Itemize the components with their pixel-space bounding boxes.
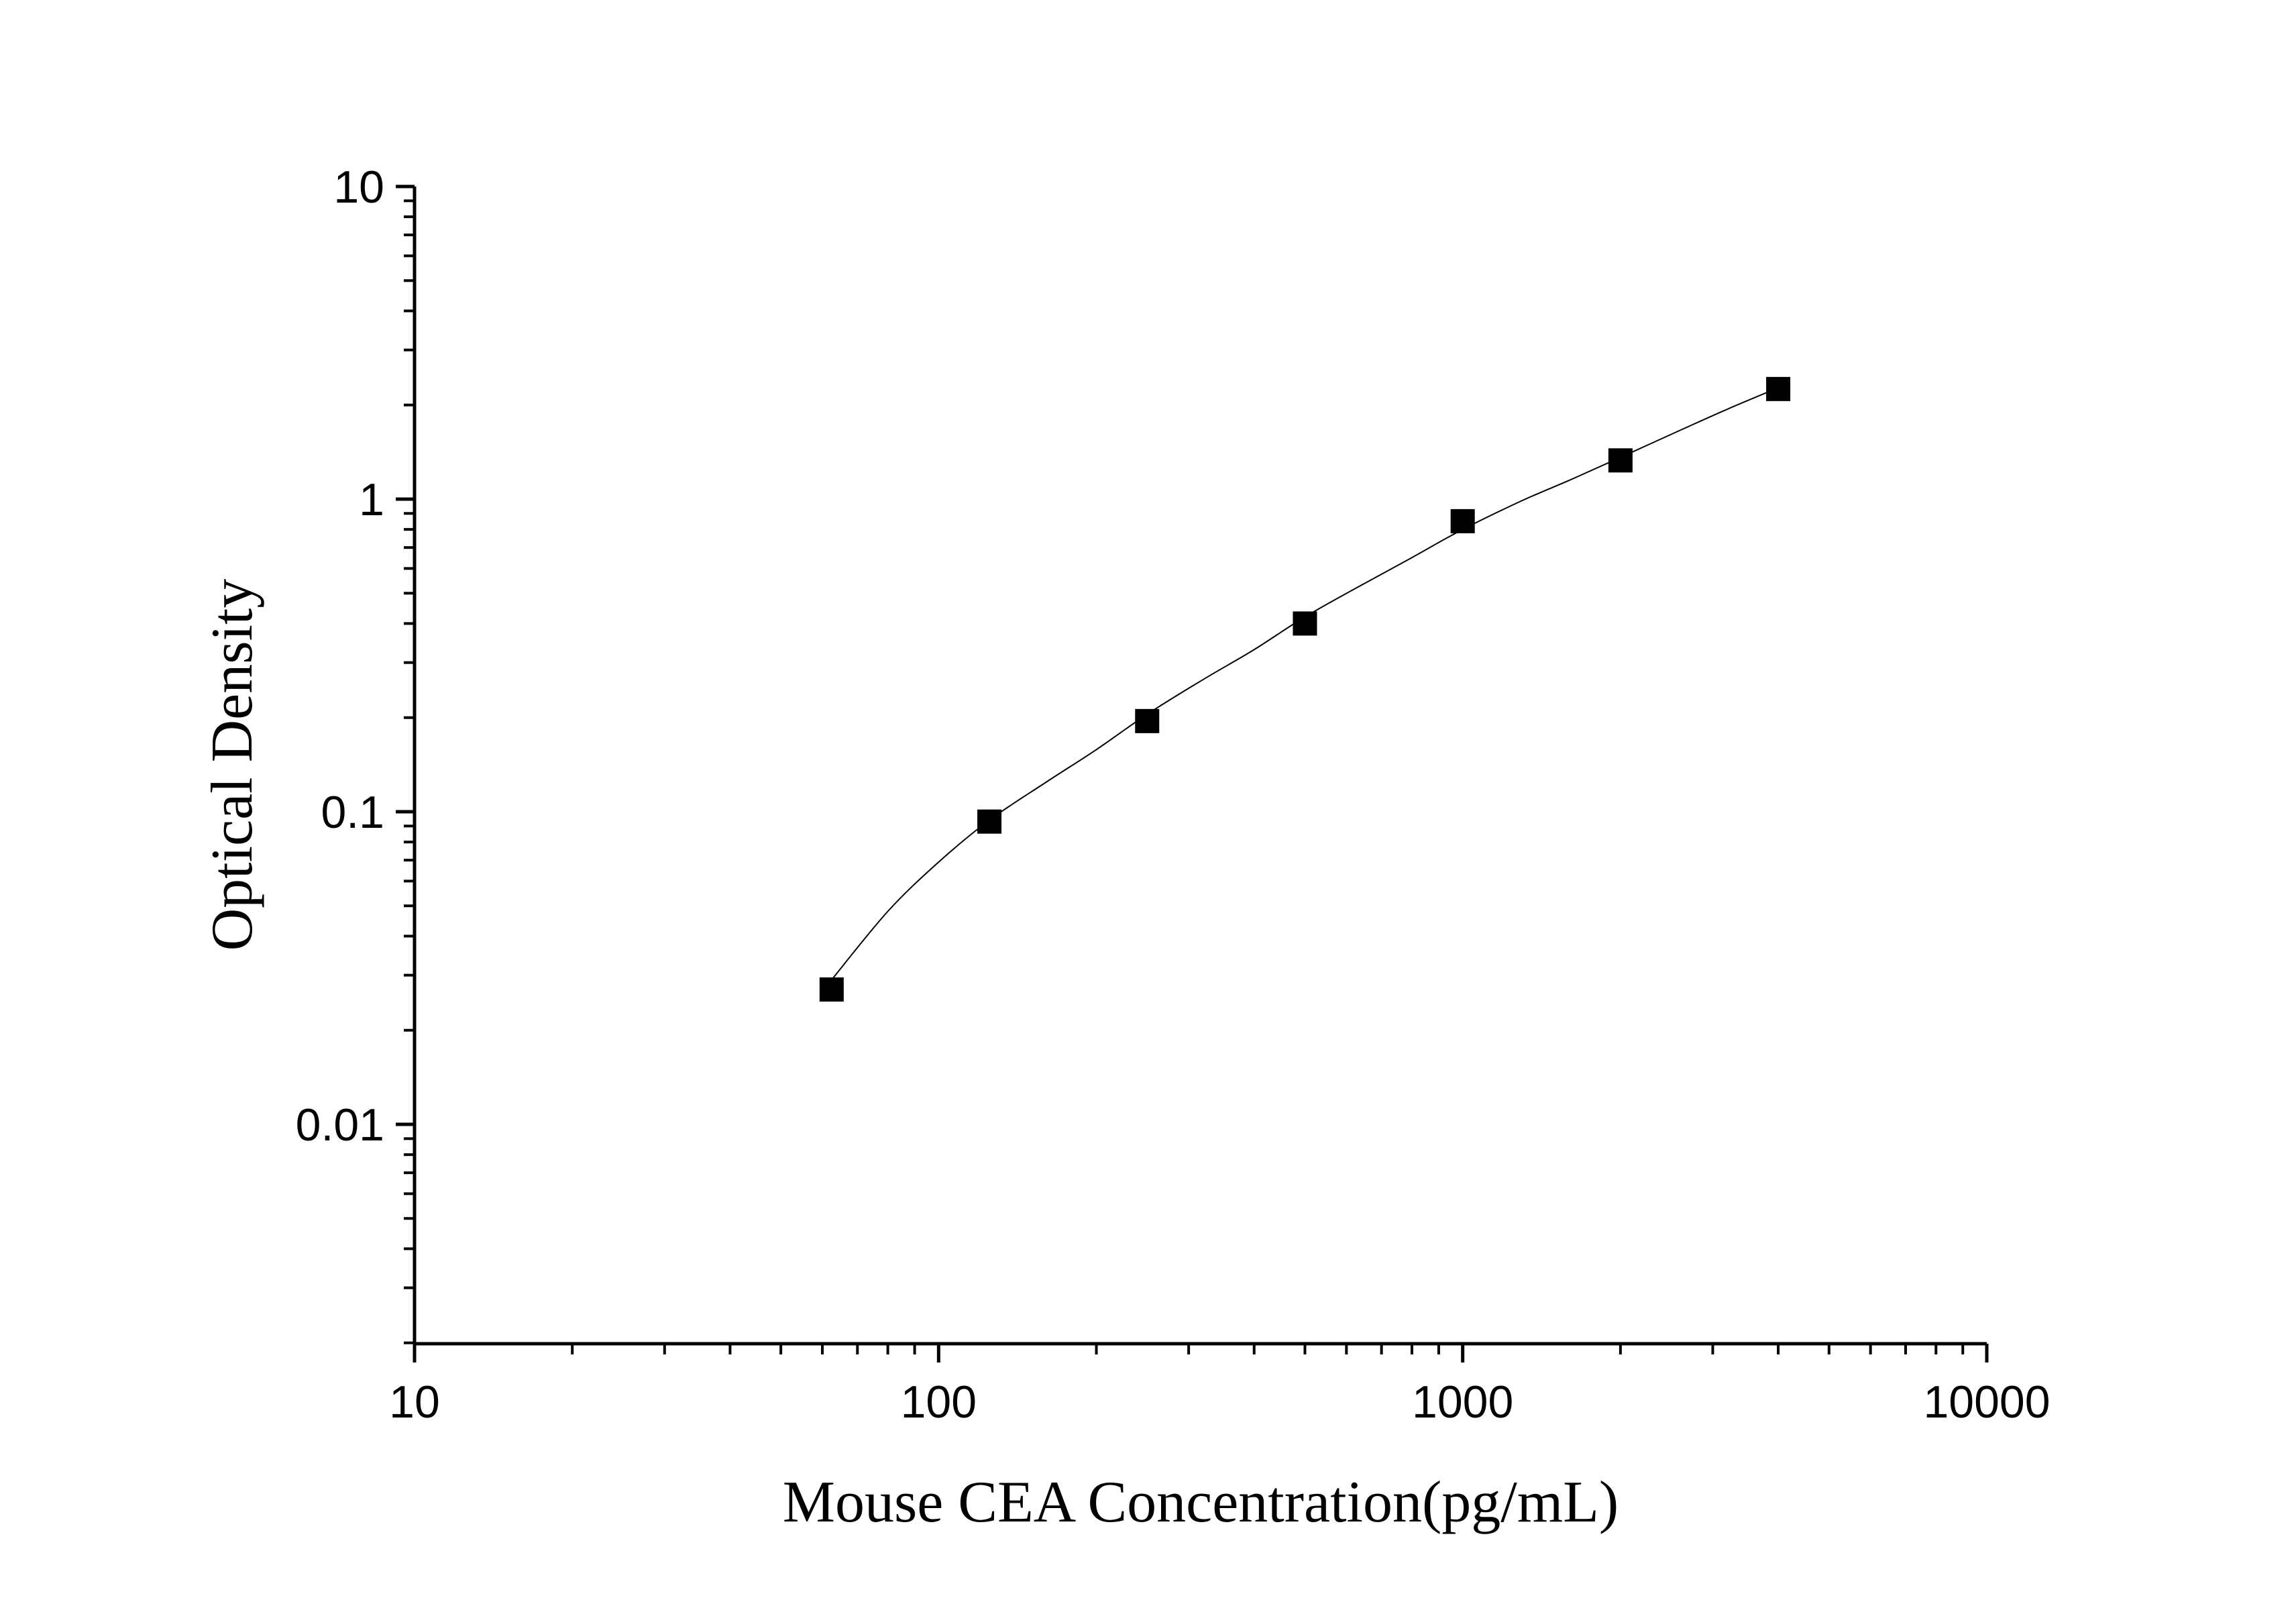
y-tick-label: 10 [333,162,384,213]
data-point [977,809,1002,834]
x-tick-label: 10000 [1923,1377,2050,1428]
data-point [1135,708,1160,733]
labels-layer: 10 100 1000 10000 0.01 0.1 1 10 [296,162,2051,1428]
x-tick-label: 10 [389,1377,440,1428]
ticks-layer [396,184,1989,1362]
fit-curve [831,387,1779,981]
data-point [1450,509,1475,533]
data-point [1766,376,1791,401]
x-axis-title: Mouse CEA Concentration(pg/mL) [783,1470,1619,1535]
data-point [1293,611,1317,636]
y-tick-label: 0.1 [321,787,384,838]
y-axis-title: Optical Density [200,579,265,951]
y-tick-label: 1 [359,474,384,525]
data-point [819,977,844,1002]
x-tick-label: 100 [901,1377,977,1428]
points-layer [819,376,1791,1002]
y-tick-label: 0.01 [296,1100,384,1151]
data-point [1608,448,1633,473]
x-tick-label: 1000 [1412,1377,1513,1428]
